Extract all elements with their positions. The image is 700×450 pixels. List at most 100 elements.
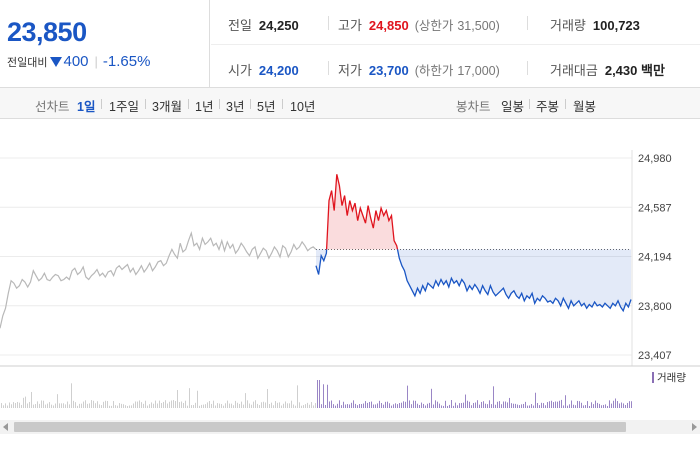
volume-bar: [153, 403, 154, 408]
volume-bar: [571, 400, 572, 408]
volume-bar: [121, 403, 122, 408]
volume-bar: [527, 405, 528, 408]
volume-bar: [343, 401, 344, 408]
volume-bar: [57, 394, 58, 408]
volume-bar: [229, 403, 230, 408]
y-tick-label: 24,980: [638, 153, 672, 165]
volume-bar: [27, 403, 28, 408]
tab-weekly-candle[interactable]: 주봉: [536, 100, 560, 114]
volume-bar: [559, 400, 560, 408]
volume-bar: [167, 403, 168, 408]
volume-bar: [67, 401, 68, 408]
volume-bar: [459, 403, 460, 408]
volume-bar: [467, 400, 468, 408]
volume-bar: [51, 404, 52, 408]
volume-bar: [303, 405, 304, 408]
volume-bar: [217, 403, 218, 408]
volume-bar: [69, 404, 70, 408]
scroll-right-icon[interactable]: [692, 423, 697, 431]
volume-bar: [375, 404, 376, 408]
volume-bar: [83, 401, 84, 408]
volume-bar: [139, 400, 140, 408]
open-value: 24,200: [258, 63, 299, 78]
volume-bar: [629, 401, 630, 408]
volume-bar: [143, 403, 144, 408]
volume-bar: [475, 402, 476, 408]
divider: [101, 99, 102, 109]
volume-bar: [305, 404, 306, 408]
divider: |: [94, 54, 98, 69]
volume-bar: [147, 405, 148, 408]
tab-5year[interactable]: 5년: [257, 100, 276, 114]
volume-bar: [135, 401, 136, 408]
volume-bar: [589, 405, 590, 408]
volume-bar: [171, 400, 172, 408]
volume-bars: [1, 380, 632, 408]
tab-monthly-candle[interactable]: 월봉: [573, 100, 597, 114]
open-label: 시가: [228, 63, 252, 78]
volume-bar: [289, 403, 290, 408]
volume-bar: [597, 402, 598, 408]
volume-bar: [103, 401, 104, 408]
tab-1week[interactable]: 1주일: [109, 100, 139, 114]
volume-bar: [325, 404, 326, 408]
volume-bar: [201, 404, 202, 408]
volume-bar: [349, 404, 350, 408]
volume-bar: [531, 404, 532, 408]
volume-bar: [21, 404, 22, 408]
low-value: 23,700: [368, 63, 409, 78]
upper-limit-value: 31,500): [457, 19, 500, 33]
volume-bar: [569, 404, 570, 408]
tab-1day[interactable]: 1일: [77, 100, 96, 114]
volume-bar: [141, 402, 142, 408]
divider: [188, 99, 189, 109]
volume-bar: [159, 400, 160, 408]
volume-value: 100,723: [592, 18, 640, 33]
volume-bar: [501, 404, 502, 408]
volume-bar: [117, 405, 118, 408]
volume-legend: 거래량: [657, 372, 686, 384]
volume-bar: [395, 403, 396, 408]
volume-bar: [511, 403, 512, 408]
line-chart-label: 선차트: [35, 100, 70, 114]
volume-bar: [157, 403, 158, 408]
volume-bar: [623, 403, 624, 408]
volume-bar: [369, 401, 370, 408]
volume-bar: [33, 404, 34, 408]
volume-bar: [405, 401, 406, 408]
scroll-left-icon[interactable]: [3, 423, 8, 431]
tab-3year[interactable]: 3년: [226, 100, 245, 114]
volume-bar: [7, 405, 8, 408]
volume-bar: [481, 401, 482, 408]
tab-daily-candle[interactable]: 일봉: [501, 100, 525, 114]
volume-bar: [441, 405, 442, 408]
up-line: [325, 174, 399, 250]
tab-10year[interactable]: 10년: [290, 100, 316, 114]
volume-bar: [181, 401, 182, 408]
volume-bar: [611, 403, 612, 408]
volume-bar: [197, 390, 198, 408]
divider: [565, 99, 566, 109]
volume-bar: [601, 405, 602, 408]
volume-bar: [575, 405, 576, 408]
tab-3month[interactable]: 3개월: [152, 100, 182, 114]
change-label: 전일대비: [7, 56, 48, 69]
volume-bar: [393, 404, 394, 408]
volume-bar: [331, 400, 332, 408]
volume-bar: [359, 404, 360, 408]
volume-bar: [111, 405, 112, 408]
volume-bar: [445, 400, 446, 408]
volume-bar: [193, 404, 194, 408]
volume-bar: [415, 400, 416, 408]
volume-bar: [237, 402, 238, 408]
volume-bar: [253, 401, 254, 408]
tab-1year[interactable]: 1년: [195, 100, 214, 114]
volume-bar: [451, 400, 452, 408]
volume-bar: [281, 405, 282, 408]
volume-bar: [11, 404, 12, 408]
down-area: [397, 249, 631, 311]
volume-bar: [35, 404, 36, 408]
chart-period-tabs: 선차트 1일 1주일 3개월 1년 3년 5년 10년 봉차트 일봉 주봉 월봉: [0, 88, 700, 119]
volume-bar: [165, 400, 166, 408]
scrollbar-thumb[interactable]: [14, 422, 626, 432]
